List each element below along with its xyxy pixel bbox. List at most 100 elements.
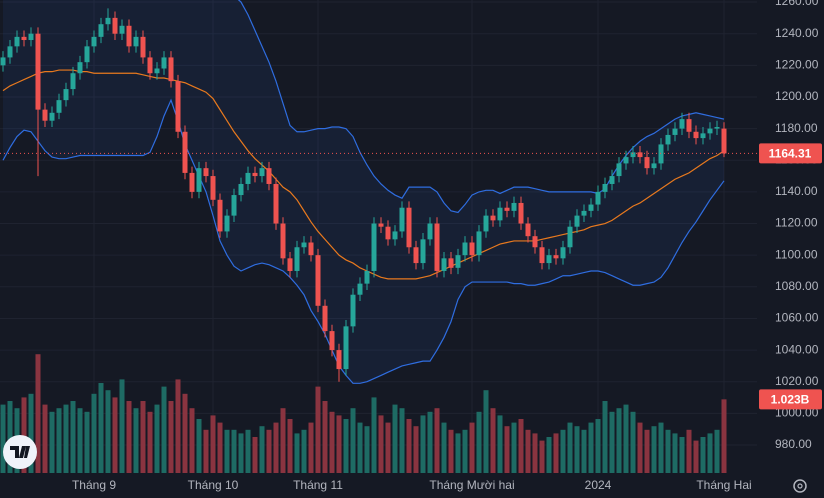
volume-bar: [280, 408, 286, 473]
band-lower: [2, 98, 725, 384]
volume-bar: [217, 422, 223, 473]
volume-bar: [679, 437, 685, 473]
volume-bar: [644, 429, 650, 473]
candle-body: [343, 326, 349, 370]
gear[interactable]: [793, 479, 807, 493]
volume-bar: [546, 437, 552, 473]
volume-bar: [595, 419, 601, 473]
volume-bar: [98, 383, 104, 473]
volume-bar: [525, 429, 531, 473]
x-tick-label: Tháng Mười hai: [429, 478, 514, 492]
candle-body: [77, 62, 83, 74]
candle-body: [504, 207, 510, 211]
candle-body: [532, 236, 538, 248]
volume-bar: [119, 379, 125, 473]
candle-body: [553, 255, 559, 259]
candle-body: [252, 172, 258, 177]
candle-body: [399, 207, 405, 232]
candle-body: [259, 168, 265, 177]
candle-body: [602, 183, 608, 192]
x-tick-label: Tháng 11: [293, 478, 343, 492]
candle-body: [616, 163, 622, 177]
candle-body: [378, 223, 384, 227]
candle-body: [525, 223, 531, 237]
candle-body: [651, 163, 657, 169]
candle-body: [490, 215, 496, 221]
x-tick-label: Tháng 9: [72, 478, 116, 492]
volume-label: 1.023B: [771, 393, 810, 407]
last-price-label: 1164.31: [769, 147, 812, 161]
volume-bar: [378, 415, 384, 473]
candle-body: [336, 350, 342, 370]
candle-body: [196, 168, 202, 192]
candle-body: [119, 25, 125, 34]
candle-body: [476, 231, 482, 256]
last-price-box: [759, 143, 822, 164]
volume-bar: [539, 440, 545, 473]
volume-bar: [686, 429, 692, 473]
candle-body: [322, 305, 328, 332]
volume-bar: [56, 408, 62, 473]
y-tick-label: 1260.00: [775, 0, 819, 8]
volume-bar: [70, 401, 76, 473]
x-tick-label: 2024: [585, 478, 612, 492]
candle-body: [560, 247, 566, 259]
candle-body: [518, 202, 524, 224]
volume-bar: [721, 399, 727, 473]
volume-bar: [336, 415, 342, 473]
candle-body: [294, 247, 300, 271]
volume-bar: [406, 419, 412, 473]
candle-body: [665, 134, 671, 145]
volume-bar: [196, 419, 202, 473]
candle-body: [0, 57, 6, 66]
volume-bar: [700, 437, 706, 473]
settings-icon[interactable]: [793, 479, 807, 493]
volume-bar: [7, 401, 13, 473]
volume-bar: [189, 408, 195, 473]
volume-bar: [133, 408, 139, 473]
volume-bar: [112, 397, 118, 473]
volume-bar: [609, 411, 615, 473]
volume-bar: [371, 397, 377, 473]
candle-body: [308, 242, 314, 256]
candle-body: [693, 131, 699, 139]
volume-bar: [399, 408, 405, 473]
candle-body: [497, 207, 503, 221]
candle-body: [707, 128, 713, 134]
volume-bar: [434, 408, 440, 473]
y-tick-label: 1200.00: [775, 89, 819, 103]
candle-body: [364, 270, 370, 284]
candle-body: [42, 109, 48, 121]
candle-body: [427, 223, 433, 240]
candle-body: [315, 255, 321, 306]
volume-bar: [329, 411, 335, 473]
volume-bar: [259, 426, 265, 473]
volume-label-box: [759, 389, 822, 410]
volume-bar: [63, 404, 69, 473]
grid: [0, 0, 757, 473]
volume-bar: [658, 422, 664, 473]
candle-body: [280, 223, 286, 259]
candle-body: [28, 33, 34, 41]
candle-body: [714, 127, 720, 129]
candle-body: [581, 210, 587, 216]
candle-body: [49, 112, 55, 121]
candle-body: [140, 36, 146, 58]
volume-bar: [448, 429, 454, 473]
volume-bar: [497, 415, 503, 473]
y-tick-label: 1080.00: [775, 279, 819, 293]
volume-bar: [364, 426, 370, 473]
x-tick-label: Tháng Hai: [696, 478, 751, 492]
volume-bar: [350, 408, 356, 473]
candle-body: [546, 255, 552, 264]
volume-bar: [0, 404, 6, 473]
candle-body: [406, 207, 412, 248]
volume-bar: [392, 404, 398, 473]
volume-bar: [511, 422, 517, 473]
volume-bar: [490, 408, 496, 473]
volume-bar: [42, 404, 48, 473]
gear-hub[interactable]: [797, 483, 803, 489]
candle-body: [567, 226, 573, 248]
candle-body: [105, 17, 111, 25]
